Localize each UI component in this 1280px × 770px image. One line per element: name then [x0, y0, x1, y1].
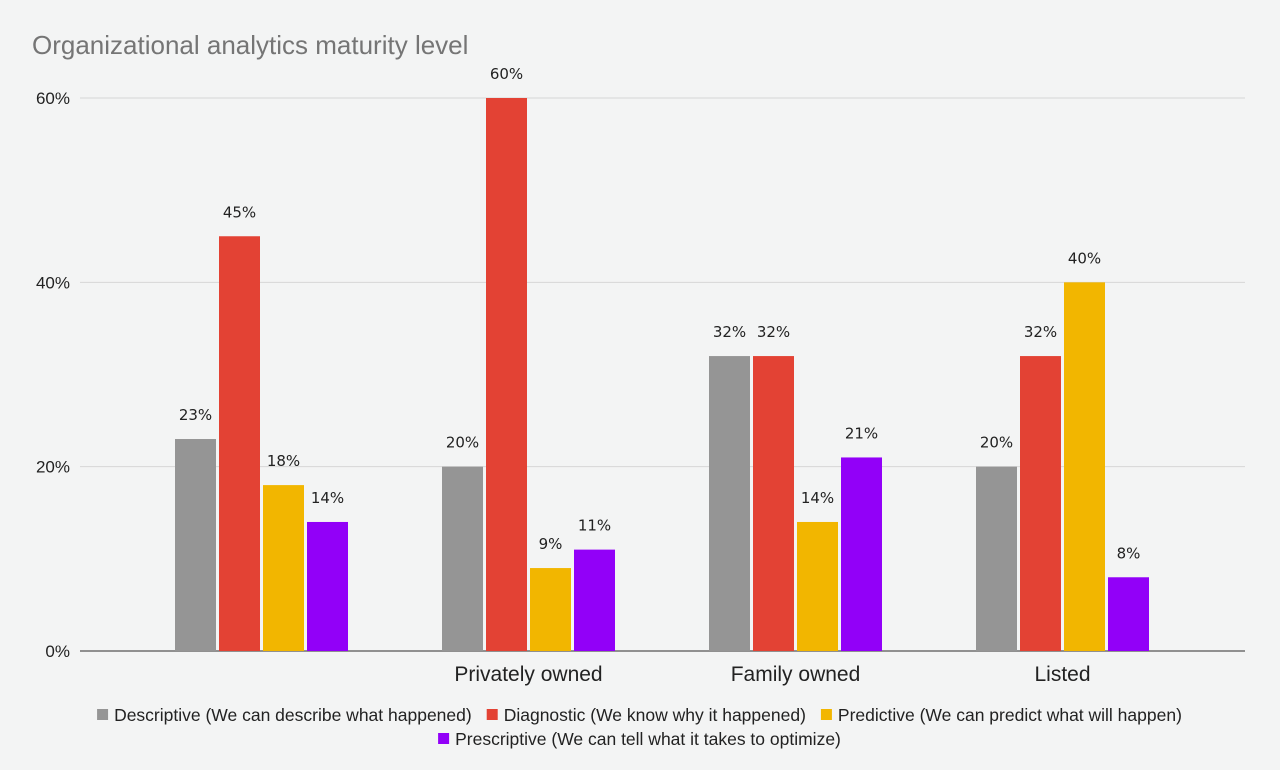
- data-label: 60%: [490, 65, 523, 83]
- legend-item: Diagnostic (We know why it happened): [486, 705, 806, 725]
- bar: [976, 466, 1017, 651]
- bar: [530, 568, 571, 651]
- legend-item: Predictive (We can predict what will hap…: [820, 705, 1182, 725]
- data-label: 32%: [713, 323, 746, 341]
- data-label: 20%: [980, 434, 1013, 452]
- legend-label: Predictive (We can predict what will hap…: [838, 705, 1182, 725]
- data-label: 11%: [578, 517, 611, 535]
- bar: [263, 485, 304, 651]
- bar: [574, 549, 615, 651]
- bar: [1064, 282, 1105, 651]
- y-tick-label: 40%: [36, 273, 70, 292]
- legend-swatch: [820, 709, 832, 720]
- data-label: 40%: [1068, 249, 1101, 267]
- data-label: 21%: [845, 424, 878, 442]
- bar: [307, 521, 348, 651]
- bar: [797, 521, 838, 651]
- x-category-label: Privately owned: [454, 663, 602, 686]
- data-label: 9%: [539, 535, 563, 553]
- chart-title: Organizational analytics maturity level: [32, 30, 468, 60]
- data-label: 14%: [311, 489, 344, 507]
- data-label: 32%: [757, 323, 790, 341]
- bar: [486, 98, 527, 651]
- y-tick-label: 20%: [36, 458, 70, 477]
- legend-swatch: [97, 709, 109, 720]
- data-label: 14%: [801, 489, 834, 507]
- legend-swatch: [438, 733, 450, 744]
- legend-swatch: [486, 709, 498, 720]
- x-category-label: Family owned: [731, 663, 861, 686]
- y-tick-label: 60%: [36, 89, 70, 108]
- legend-item: Prescriptive (We can tell what it takes …: [438, 729, 841, 749]
- bar: [175, 439, 216, 651]
- legend-label: Prescriptive (We can tell what it takes …: [455, 729, 841, 749]
- data-label: 18%: [267, 452, 300, 470]
- bar: [1108, 577, 1149, 651]
- x-category-label: Listed: [1034, 663, 1090, 686]
- data-label: 23%: [179, 406, 212, 424]
- bar: [219, 236, 260, 651]
- bar: [709, 356, 750, 651]
- data-label: 45%: [223, 203, 256, 221]
- bar: [442, 466, 483, 651]
- legend-label: Diagnostic (We know why it happened): [504, 705, 806, 725]
- bar: [841, 457, 882, 651]
- data-label: 32%: [1024, 323, 1057, 341]
- data-label: 8%: [1117, 544, 1141, 562]
- legend-item: Descriptive (We can describe what happen…: [97, 705, 472, 725]
- bar: [753, 356, 794, 651]
- y-tick-label: 0%: [45, 642, 70, 661]
- bar: [1020, 356, 1061, 651]
- legend-label: Descriptive (We can describe what happen…: [114, 705, 472, 725]
- data-label: 20%: [446, 434, 479, 452]
